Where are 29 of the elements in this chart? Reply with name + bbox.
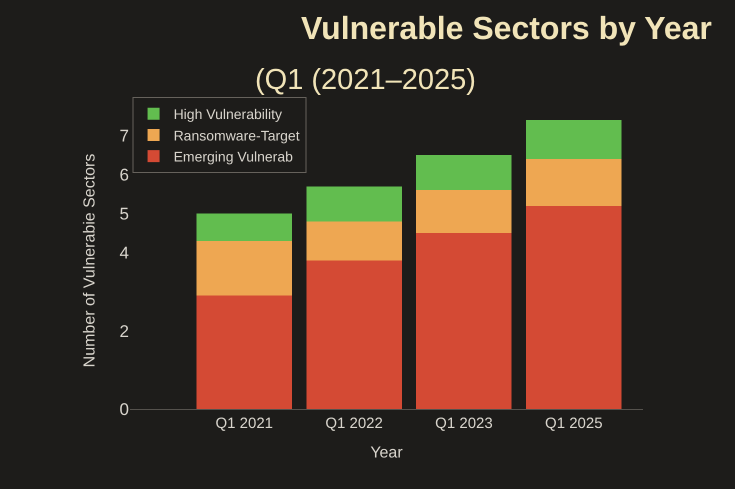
- bar: [416, 190, 512, 234]
- bar: [196, 296, 292, 409]
- x-tick-label: Q1 2022: [325, 415, 383, 432]
- bar: [306, 260, 402, 409]
- x-tick-label: Q1 2023: [435, 415, 493, 432]
- x-tick-label: Q1 2025: [545, 415, 603, 432]
- y-axis-title: Number of Vulnerabie Sectors: [81, 154, 98, 368]
- y-tick-label: 5: [120, 204, 129, 224]
- legend-label: High Vulnerability: [174, 106, 282, 122]
- legend-label: Ransomware-Target: [174, 127, 300, 144]
- y-tick-label: 4: [120, 244, 129, 263]
- bar: [526, 206, 622, 409]
- bar: [526, 120, 622, 159]
- y-tick-label: 7: [120, 126, 129, 146]
- y-tick-label: 0: [120, 400, 129, 419]
- y-tick-label: 2: [120, 322, 129, 341]
- y-tick-label: 6: [120, 165, 129, 184]
- chart-title: Vulnerable Sectors by Year: [301, 10, 712, 46]
- bar: [306, 221, 402, 260]
- bar: [416, 233, 512, 409]
- bar: [196, 240, 292, 296]
- chart-subtitle: (Q1 (2021–2025): [255, 64, 476, 96]
- bar: [306, 186, 402, 222]
- x-axis-title: Year: [370, 444, 404, 462]
- x-tick-label: Q1 2021: [215, 415, 274, 432]
- bar: [416, 154, 512, 190]
- legend-label: Emerging Vulnerab: [174, 148, 294, 165]
- bar: [196, 214, 292, 241]
- bar: [526, 158, 622, 206]
